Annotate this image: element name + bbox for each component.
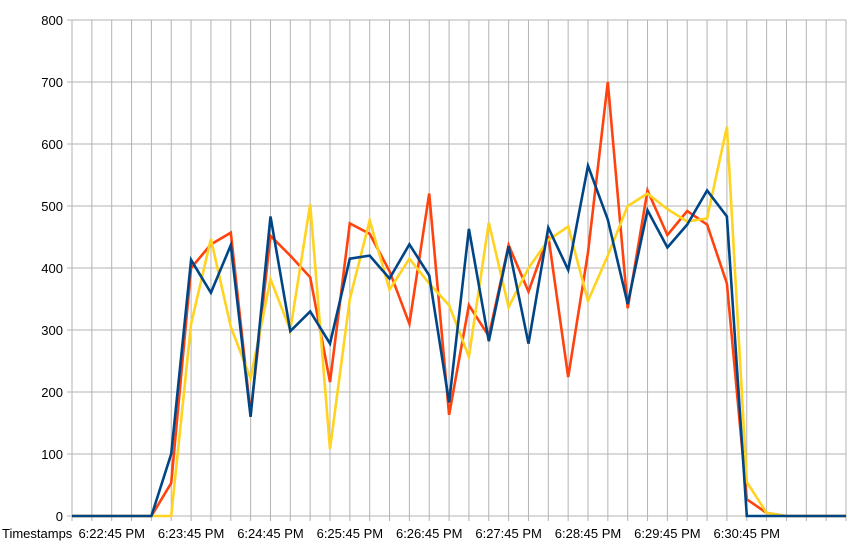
y-tick-label: 100 (41, 447, 63, 462)
x-tick-label: 6:25:45 PM (317, 526, 384, 541)
x-tick-label: 6:22:45 PM (78, 526, 145, 541)
y-axis-tick-labels: 0 100 200 300 400 500 600 700 800 (41, 13, 63, 524)
x-tick-label: 6:28:45 PM (555, 526, 622, 541)
x-tick-label: 6:29:45 PM (634, 526, 701, 541)
y-tick-label: 0 (56, 509, 63, 524)
x-tick-label: 6:27:45 PM (475, 526, 542, 541)
series-line-3 (72, 160, 846, 518)
x-tick-label: 6:24:45 PM (237, 526, 304, 541)
y-tick-label: 600 (41, 137, 63, 152)
chart-axes (67, 19, 847, 521)
y-tick-label: 500 (41, 199, 63, 214)
x-axis-tick-labels: 6:22:45 PM 6:23:45 PM 6:24:45 PM 6:25:45 PM… (78, 526, 780, 541)
series-line-1 (72, 81, 846, 518)
chart-series (72, 81, 846, 518)
y-tick-label: 700 (41, 75, 63, 90)
y-tick-label: 400 (41, 261, 63, 276)
x-tick-label: 6:23:45 PM (158, 526, 225, 541)
y-tick-label: 300 (41, 323, 63, 338)
x-tick-label: 6:30:45 PM (714, 526, 781, 541)
x-tick-label: 6:26:45 PM (396, 526, 463, 541)
x-axis-label: Timestamps (2, 526, 73, 541)
series-line-2 (72, 126, 846, 518)
y-tick-label: 200 (41, 385, 63, 400)
y-tick-label: 800 (41, 13, 63, 28)
